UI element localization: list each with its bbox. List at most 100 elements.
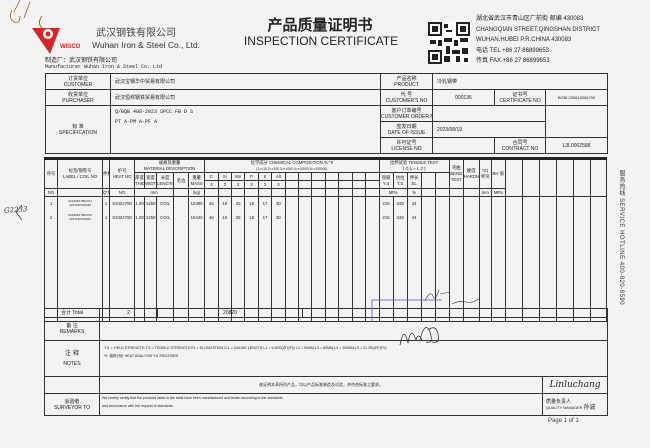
header-ts: 抗拉 T.S	[392, 172, 408, 189]
header-thick: 厚度 THICK	[134, 172, 146, 189]
chem-value: 19	[217, 210, 232, 225]
product-label: 产品名称 PRODUCT	[380, 73, 433, 90]
header-edge: 毛边	[173, 172, 190, 189]
header-heat: 炉号 HEAT NO	[109, 158, 136, 189]
table-row: 2 S2230817862702 3231446790260 1 S3424790 1.…	[43, 210, 608, 225]
blank-cell	[478, 210, 492, 225]
company-name-en: Wuhan Iron & Steel Co., Ltd.	[92, 40, 201, 50]
thickness: 1.00	[134, 210, 146, 225]
chem-value: 18	[244, 196, 259, 211]
wisco-logo: WISCO	[32, 15, 80, 54]
chem-value	[324, 210, 340, 225]
chem-value: 18	[244, 210, 259, 225]
customer-label: 订货单位 CUSTOMER	[45, 73, 111, 90]
chem-scale: 3	[204, 180, 219, 189]
blank-col	[504, 158, 523, 197]
total-label: 合计 Total	[44, 308, 100, 318]
blank-cell	[572, 210, 591, 225]
company-name-cn: 武汉钢铁有限公司	[96, 28, 176, 39]
quality-manager-signature: Linluchang	[542, 376, 608, 394]
header-el: 伸长 EL	[406, 172, 422, 189]
header-hardness: 硬度 HARDNESS	[462, 158, 480, 189]
title-cn: 产品质量证明书	[267, 16, 373, 34]
notes-text: Y.S = YIELD STRENGTH T.S = TENSILE STREN…	[99, 340, 608, 377]
el-value: 44	[406, 210, 422, 225]
heat-no: S3424790	[109, 210, 136, 225]
chem-value: 30	[271, 210, 286, 225]
header-erichsen: *01 杯突	[478, 158, 492, 189]
chem-scale: 3	[244, 180, 259, 189]
coil-label: S2230817862701 3231446790180	[57, 196, 104, 211]
header-width: 宽度 WIDTH	[144, 172, 158, 189]
qty: 1	[102, 196, 111, 211]
blank-cell	[462, 196, 480, 211]
purchaser-label: 收货单位 PURCHASER	[45, 89, 111, 106]
ts-value: 349	[392, 210, 408, 225]
chem-value	[311, 210, 326, 225]
handwritten-note: G2233	[3, 205, 28, 215]
blank-cell	[589, 196, 608, 211]
blank-cell	[555, 210, 574, 225]
title-en: INSPECTION CERTIFICATE	[243, 34, 399, 48]
header-no-en: NO	[43, 188, 59, 197]
length: COIL	[156, 196, 175, 211]
width: 1250	[144, 210, 158, 225]
blank-cell	[521, 196, 540, 211]
qty: 1	[102, 210, 111, 225]
unit-mm: mm	[478, 188, 492, 197]
customer-value: 武汉宝钢华中贸易有限公司	[110, 73, 381, 90]
chem-value: 46	[204, 210, 219, 225]
mass: 10440	[188, 210, 206, 225]
header-qty: 件数	[102, 158, 111, 189]
blank-col	[555, 158, 574, 197]
customer-order-value	[432, 105, 546, 122]
edge	[173, 210, 190, 225]
chem-value	[297, 196, 313, 211]
total-qty: 2	[99, 308, 158, 318]
header-qty-en: Q'TY	[102, 188, 111, 197]
specification-label: 标 准 SPECIFICATION	[45, 105, 111, 154]
chem-scale: 2	[230, 180, 246, 189]
customer-no-value: 000136	[432, 89, 495, 106]
customer-order-label: 客户订单编号 CUSTOMER ORDER NO	[380, 105, 433, 122]
unit-kg: (kg)	[188, 188, 206, 197]
unit-pct: %	[406, 188, 422, 197]
header-material: 规格及重量 MATERIAL DESCRIPTION	[134, 158, 206, 173]
mass: 10380	[188, 196, 206, 211]
blank-cell	[555, 196, 574, 211]
blank-cell	[420, 210, 436, 225]
manufacturer-cn: 制造厂：武汉钢铁有限公司	[45, 57, 118, 64]
chem-value	[351, 210, 367, 225]
header-ys: 屈服 Y.S	[378, 172, 394, 189]
blank-cell	[448, 196, 464, 211]
chem-value: 25	[230, 210, 246, 225]
address-line: CHANGQIAN STREET,QINGSHAN DISTRICT	[476, 26, 601, 33]
blank-cell	[434, 196, 450, 211]
edge	[173, 196, 190, 211]
certificate-info-table: 订货单位 CUSTOMER 武汉宝钢华中贸易有限公司 产品名称 PRODUCT 冷轧…	[45, 73, 609, 154]
header-no: 序号	[43, 158, 59, 189]
chem-value: 46	[204, 196, 219, 211]
license-value	[432, 137, 495, 154]
chem-value: 17	[257, 210, 273, 225]
chem-scale: 3	[257, 180, 273, 189]
customer-no-label: 代 号 CUSTOMER'S NO	[380, 89, 433, 106]
header-heat-en: NO	[109, 188, 136, 197]
page-number: Page 1 of 1	[548, 418, 579, 424]
address-line: 湖北省武汉市青山区厂前街 邮编 430083	[476, 16, 584, 22]
total-mass: 20820	[157, 308, 303, 318]
coil-label: S2230817862702 3231446790260	[57, 210, 104, 225]
blank-cell	[504, 210, 523, 225]
el-value: 44	[406, 196, 422, 211]
length: COIL	[156, 210, 175, 225]
service-hotline: 服务热线 SERVICE HOTLINE 400-820-8590	[618, 170, 624, 306]
contract-label: 合同号 CONTRACT NO	[494, 137, 546, 154]
chem-value	[365, 196, 380, 211]
ys-value: 215	[378, 210, 394, 225]
chem-value	[297, 210, 313, 225]
blank-cell	[420, 196, 436, 211]
summary-table: 合计 Total 2 20820 备 注 REMARKS 注 释 NOTES Y.S…	[44, 308, 608, 416]
blank-cell	[538, 210, 557, 225]
address-block: 湖北省武汉市青山区厂前街 邮编 430083 CHANGQIAN STREET,…	[476, 14, 600, 67]
chem-element: C	[204, 172, 219, 181]
